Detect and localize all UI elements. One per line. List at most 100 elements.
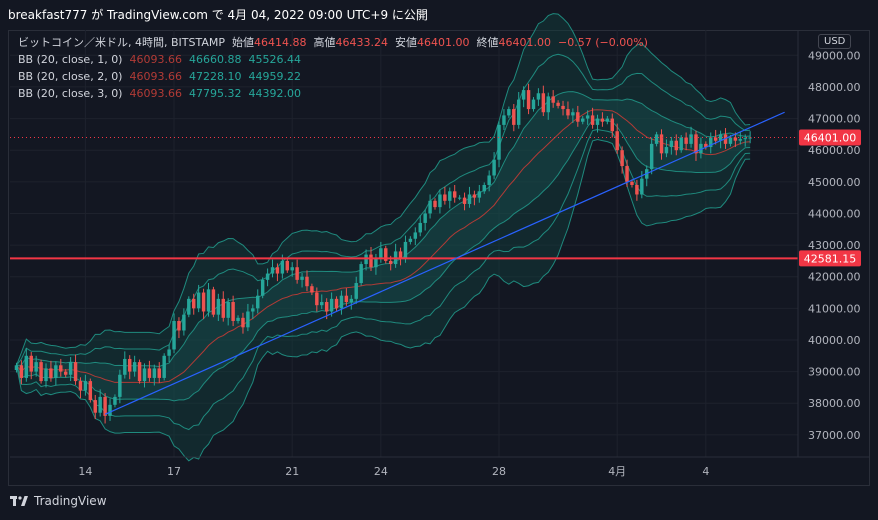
x-tick-label: 14 [78,465,92,478]
candle-body [733,137,738,141]
candle-body [428,200,432,214]
candle-body [54,365,58,378]
candle-body [452,191,457,198]
candle-body [300,276,304,280]
candle-body [521,90,526,100]
candle-body [118,374,122,397]
candle-body [388,260,393,265]
candle-body [379,248,383,258]
candle-body [699,143,703,154]
candle-body [595,118,600,125]
candle-body [531,99,536,110]
candle-body [462,197,467,204]
candle-body [433,200,437,208]
candle-body [320,302,324,306]
high-value: 46433.24 [335,36,389,49]
last-price-badge-bg [799,129,861,146]
legend-bb2-row[interactable]: BB (20, close, 2, 0) 46093.66 47228.10 4… [18,68,648,85]
candle-body [59,365,63,372]
candle-body [177,320,181,331]
candle-body [713,137,718,141]
candle-body [718,134,723,141]
candle-body [709,137,713,148]
candle-body [605,118,610,122]
candle-body [728,137,733,144]
candle-body [571,112,575,116]
candle-body [659,134,664,154]
bb2-label: BB (20, close, 2, 0) [18,70,123,83]
currency-button[interactable]: USD [818,34,852,49]
candle-body [236,317,240,321]
bb1-lower: 45526.44 [248,53,301,66]
candle-body [359,264,363,284]
bb3-upper: 47795.32 [188,87,242,100]
tradingview-footer[interactable]: TradingView [10,494,107,508]
candle-body [408,238,413,242]
candle-body [192,298,196,309]
legend-bb1-row[interactable]: BB (20, close, 1, 0) 46093.66 46660.88 4… [18,51,648,68]
y-tick-label: 49000.00 [808,49,861,62]
candle-body [704,143,708,148]
candle-body [585,115,590,119]
candle-body [315,292,319,306]
bb1-basis: 46093.66 [129,53,182,66]
bb2-upper: 47228.10 [188,70,242,83]
candle-body [182,314,186,331]
candle-body [108,404,112,416]
candle-body [49,368,53,378]
candle-body [39,362,43,382]
x-tick-label: 28 [492,465,506,478]
candle-body [147,368,152,378]
candle-body [251,308,255,312]
y-tick-label: 37000.00 [808,429,861,442]
candle-body [443,194,447,201]
bb-basis-line [16,109,751,384]
candle-body [536,93,541,100]
y-tick-label: 39000.00 [808,366,861,379]
candle-body [502,115,506,125]
bb-outer-fill [16,13,751,461]
y-tick-label: 43000.00 [808,239,861,252]
candle-body [226,302,230,318]
candle-body [93,400,97,413]
bb-lower-3 [15,138,751,462]
open-label: 始値 [232,36,254,49]
candle-body [113,396,117,405]
y-tick-label: 44000.00 [808,207,861,220]
candle-body [590,115,595,125]
candle-body [477,191,482,198]
low-value: 46401.00 [417,36,470,49]
y-tick-label: 45000.00 [808,176,861,189]
candle-body [339,295,344,309]
candle-body [354,283,358,299]
y-tick-label: 41000.00 [808,302,861,315]
candle-body [157,368,161,378]
candle-body [556,102,560,106]
candle-body [334,298,339,309]
candle-body [34,362,38,372]
candle-body [103,396,107,416]
candle-body [615,131,619,151]
candle-body [689,134,693,144]
bb-upper-2 [16,53,751,366]
candle-body [256,295,260,309]
candle-body [172,320,176,350]
candle-body [640,178,644,195]
publish-header: breakfast777 が TradingView.com で 4月 04, … [0,0,878,30]
candle-body [305,276,309,287]
bb3-basis: 46093.66 [129,87,182,100]
candle-body [310,286,314,293]
candle-body [423,213,427,223]
legend-bb3-row[interactable]: BB (20, close, 3, 0) 46093.66 47795.32 4… [18,85,648,102]
candle-body [211,289,216,315]
candle-body [68,362,73,375]
candle-body [123,358,127,375]
candle-body [285,260,290,271]
level-price-badge: 42581.15 [804,252,857,265]
candle-body [19,365,24,378]
bb2-basis: 46093.66 [129,70,182,83]
candle-body [649,143,654,170]
candle-body [418,222,422,233]
candle-body [14,365,19,371]
